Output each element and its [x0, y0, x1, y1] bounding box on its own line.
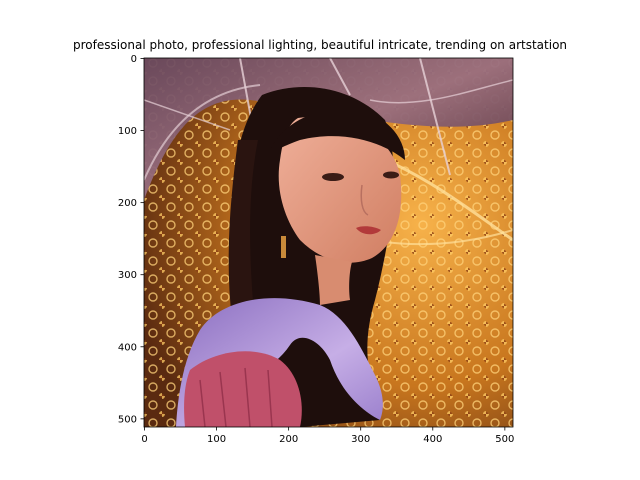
x-tick-label: 400 [423, 434, 442, 445]
y-tick-label: 0 [131, 54, 137, 65]
y-tick-label: 200 [118, 198, 137, 209]
x-tick-label: 500 [495, 434, 514, 445]
x-tick-label: 100 [207, 434, 226, 445]
plot-image [144, 58, 513, 427]
y-tick-label: 300 [118, 270, 137, 281]
x-axis: 0 100 200 300 400 500 [141, 427, 514, 445]
y-tick-label: 400 [118, 342, 137, 353]
chart-title: professional photo, professional lightin… [73, 38, 567, 52]
x-tick-label: 0 [141, 434, 147, 445]
y-axis: 0 100 200 300 400 500 [118, 54, 144, 425]
axes-frame [143, 57, 514, 428]
y-tick-label: 500 [118, 414, 137, 425]
x-tick-label: 200 [279, 434, 298, 445]
x-tick-label: 300 [351, 434, 370, 445]
y-tick-label: 100 [118, 126, 137, 137]
